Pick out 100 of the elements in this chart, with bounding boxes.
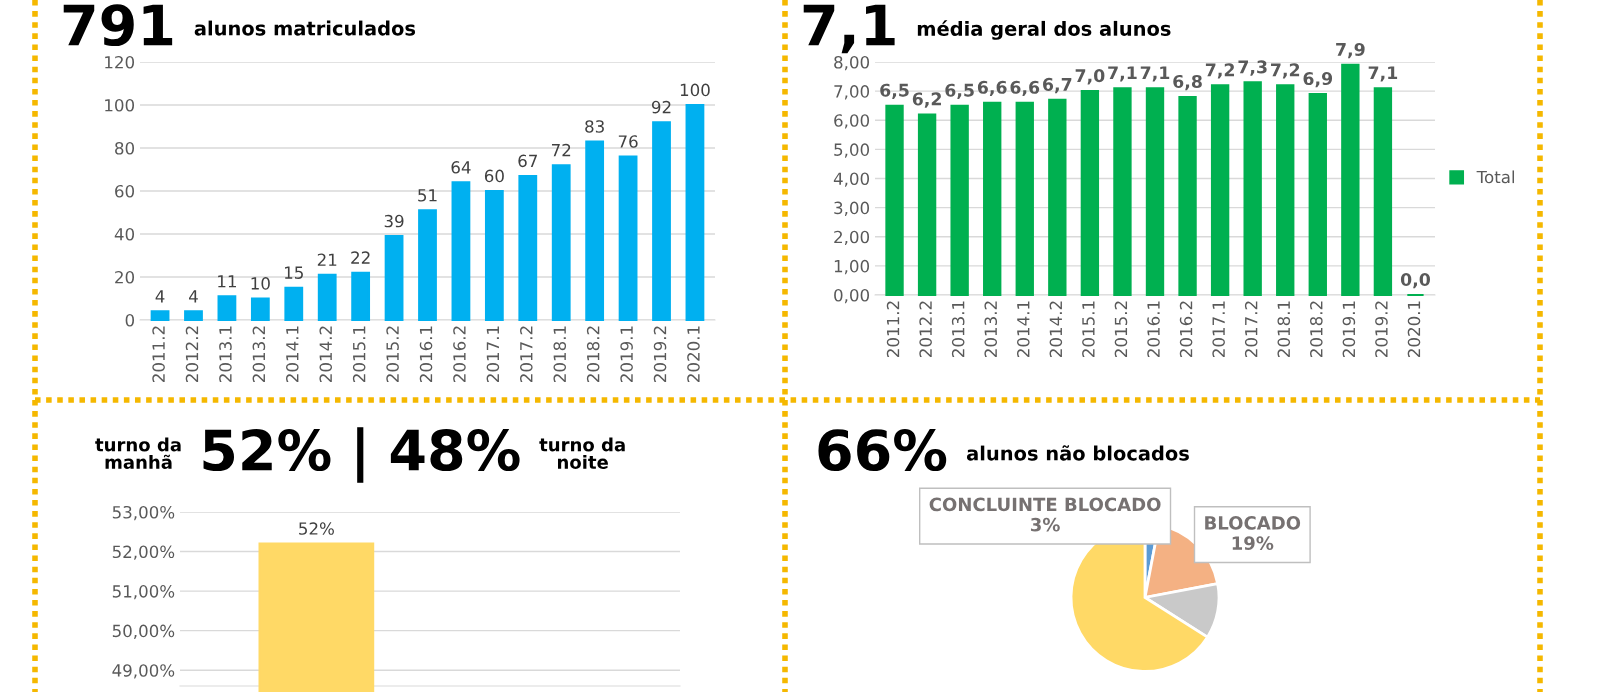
data-label: 11 [218,275,236,288]
data-label: 22 [351,251,370,264]
bar [317,273,337,322]
y-tick-label: 20 [115,270,135,284]
x-tick-label: 2012.2 [919,301,932,357]
x-tick-label: 2017.1 [1212,301,1225,357]
data-label: 7,9 [1336,42,1365,59]
text: turno da manhã [95,437,181,469]
bar [917,113,937,297]
bar [1015,101,1034,297]
bar [585,140,605,322]
data-label: 76 [618,135,638,148]
bar [150,310,170,322]
x-tick-label: 2015.2 [1114,301,1128,357]
x-tick-label: 2015.1 [352,326,366,382]
data-label: 7,2 [1205,63,1234,79]
y-tick-label: 8,00 [834,55,870,71]
y-tick-label: 2,00 [834,230,870,246]
x-tick-label: 2020.1 [687,326,700,382]
bar [518,174,538,322]
data-label: 39 [384,214,404,228]
data-label: 15 [285,266,303,279]
data-label: 100 [680,83,710,97]
bar [1178,95,1197,297]
x-tick-label: 2019.2 [653,326,667,382]
bar [652,121,671,322]
x-tick-label: 2017.2 [520,326,533,382]
data-label: 7,1 [1108,66,1137,82]
chart-title: 791 [63,4,173,47]
data-label: 52% [299,522,334,535]
legend-label: Total [1476,170,1515,184]
data-label: 10 [251,277,270,290]
chart-title: 66% [818,429,947,472]
slice-label: CONCLUINTE BLOCADO [929,497,1161,512]
data-label: 7,2 [1271,63,1300,79]
x-tick-label: 2019.1 [620,326,633,382]
data-label: 6,9 [1303,72,1333,88]
data-label: 7,0 [1075,69,1105,85]
text: 48% [390,429,520,472]
x-tick-label: 2016.1 [1147,301,1160,357]
y-tick-label: 50,00% [112,624,175,639]
bar [451,181,471,322]
data-label: 19% [1232,536,1274,550]
y-tick-label: 4,00 [833,172,870,187]
data-label: 6,2 [912,92,941,108]
y-tick-label: 49,00% [112,664,175,679]
bar [685,103,705,322]
data-label: 72 [551,143,571,157]
chart-subtitle: média geral dos alunos [917,20,1171,40]
x-tick-label: 2017.1 [486,326,500,382]
bar [1276,84,1295,297]
chart-subtitle: alunos matriculados [194,20,416,36]
x-tick-label: 2015.2 [386,326,399,382]
text: 52% [203,429,331,472]
x-tick-label: 2014.1 [1017,301,1030,357]
data-label: 4 [155,290,165,303]
bar [1308,93,1327,297]
bar [551,164,571,322]
y-tick-label: 100 [105,98,135,112]
x-tick-label: 2018.1 [553,326,567,382]
slice-label: BLOCADO [1205,516,1301,530]
bar [885,104,904,297]
x-tick-label: 2018.2 [586,326,600,382]
data-label: 4 [189,290,198,303]
data-label: 60 [484,169,504,183]
y-tick-label: 51,00% [112,585,175,600]
x-tick-label: 2018.1 [1277,301,1291,357]
bar [1113,87,1132,297]
x-tick-label: 2011.2 [886,301,900,357]
data-label: 67 [518,154,537,168]
data-label: 6,5 [945,83,974,99]
bar [351,271,371,322]
bar [284,286,304,322]
x-tick-label: 2016.2 [453,326,466,382]
data-label: 7,1 [1140,66,1170,82]
bar [618,155,638,322]
data-label: 7,3 [1238,60,1267,76]
x-tick-label: 2015.1 [1082,301,1095,357]
bar [217,295,237,322]
x-tick-label: 2016.2 [1179,301,1193,357]
y-tick-label: 7,00 [834,85,870,100]
y-tick-label: 1,00 [834,259,870,275]
x-tick-label: 2019.1 [1342,301,1356,357]
data-label: 6,7 [1043,77,1072,94]
x-tick-label: 2013.2 [252,326,266,382]
y-tick-label: 52,00% [112,545,175,560]
x-tick-label: 2020.1 [1407,301,1421,357]
data-label: 83 [585,120,604,133]
chart-title: 7,1 [803,4,895,54]
data-label: 92 [651,100,671,114]
bar [484,189,504,322]
chart-subtitle: alunos não blocados [966,445,1189,461]
bar [1048,98,1067,297]
bar [1373,87,1393,297]
y-tick-label: 80 [115,141,135,155]
bar [418,209,437,322]
x-tick-label: 2013.2 [984,301,998,357]
bar [250,297,270,322]
text: turno da noite [539,437,625,469]
data-label: 64 [451,161,471,174]
